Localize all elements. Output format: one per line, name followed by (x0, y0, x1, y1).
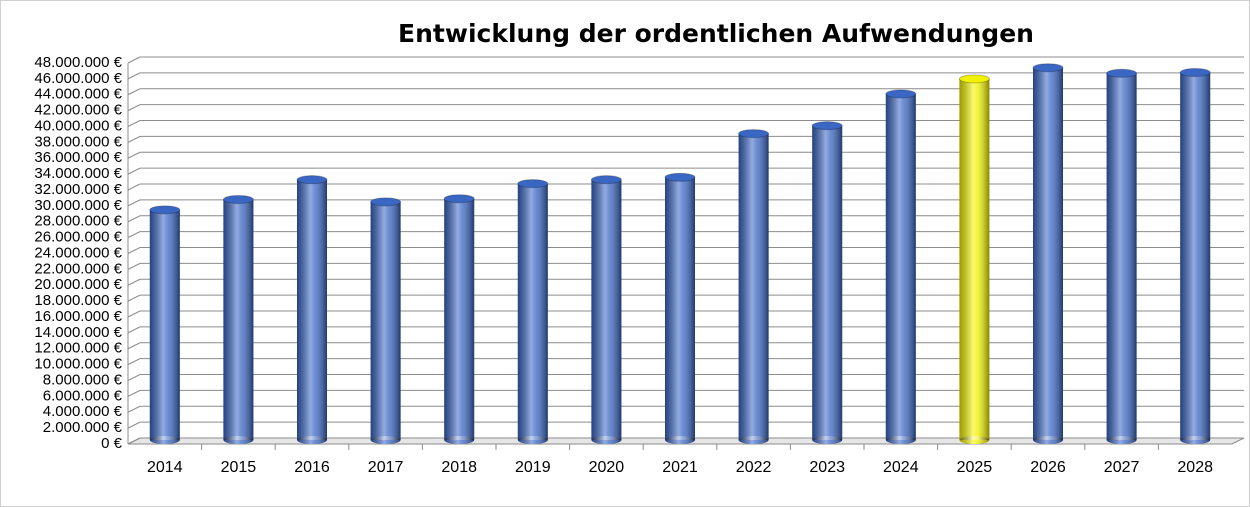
bar-shade (223, 199, 254, 440)
bar-top (1179, 67, 1211, 77)
grid-line-side (127, 278, 141, 286)
y-tick-label: 28.000.000 € (34, 213, 122, 230)
grid-line-side (127, 88, 141, 96)
grid-line-side (127, 421, 141, 429)
bar-top (1106, 68, 1138, 78)
bar-top (517, 179, 549, 189)
grid-line-side (127, 294, 141, 302)
bar-shade (517, 183, 548, 440)
grid-line-side (127, 374, 141, 381)
bar-top (958, 74, 990, 84)
bar-top (149, 205, 181, 215)
x-tick-label: 2023 (809, 459, 845, 476)
grid-line-side (127, 326, 141, 334)
grid-line-side (127, 215, 141, 223)
grid-line-side (127, 231, 141, 239)
grid-line-side (127, 183, 141, 191)
y-tick-label: 34.000.000 € (34, 165, 122, 182)
bar-shade (665, 177, 695, 441)
bar-shade (1106, 73, 1137, 440)
x-tick-label: 2025 (957, 459, 993, 476)
bar-top (443, 194, 475, 204)
bar-top (664, 172, 696, 182)
y-tick-label: 6.000.000 € (43, 387, 123, 404)
grid-line-side (127, 405, 141, 413)
x-tick-label: 2018 (441, 459, 477, 476)
bar-shade (149, 209, 180, 440)
bar-shade (959, 78, 990, 440)
grid-line-side (127, 120, 141, 127)
y-tick-label: 10.000.000 € (34, 356, 122, 373)
bar-shade (444, 198, 475, 440)
grid-line-side (127, 342, 141, 350)
y-tick-label: 26.000.000 € (34, 229, 122, 246)
y-tick-label: 0 € (101, 435, 123, 452)
grid-line-side (127, 199, 141, 207)
y-tick-label: 42.000.000 € (34, 102, 122, 119)
bar-top (738, 129, 770, 139)
grid-line-side (127, 167, 141, 175)
x-tick-label: 2014 (147, 459, 183, 476)
x-tick-label: 2026 (1030, 459, 1066, 476)
y-tick-label: 2.000.000 € (43, 419, 123, 436)
y-tick-label: 40.000.000 € (34, 117, 122, 134)
y-tick-label: 36.000.000 € (34, 149, 122, 166)
grid-line-side (127, 56, 141, 64)
bar-top (296, 175, 328, 185)
grid-line-side (127, 437, 141, 445)
bar-top (811, 121, 843, 131)
bar-shade (1033, 67, 1063, 440)
bar-shade (885, 93, 916, 441)
y-tick-label: 30.000.000 € (34, 197, 122, 214)
bar-shade (591, 179, 622, 440)
y-tick-label: 24.000.000 € (34, 244, 122, 261)
y-tick-label: 20.000.000 € (34, 276, 122, 293)
y-tick-label: 48.000.000 € (34, 54, 122, 71)
y-tick-label: 38.000.000 € (34, 133, 122, 150)
bar-top (370, 197, 402, 207)
y-tick-label: 12.000.000 € (34, 340, 122, 357)
bar-shade (297, 179, 327, 440)
y-tick-label: 4.000.000 € (43, 403, 123, 420)
grid-line-side (127, 358, 141, 366)
x-tick-label: 2020 (589, 459, 625, 476)
bar-shade (812, 125, 843, 441)
y-tick-label: 32.000.000 € (34, 181, 122, 198)
y-tick-label: 46.000.000 € (34, 70, 122, 87)
x-tick-label: 2024 (883, 459, 919, 476)
x-tick-label: 2022 (736, 459, 772, 476)
grid-line-side (127, 104, 141, 112)
grid-line-side (127, 135, 141, 143)
x-tick-label: 2027 (1104, 459, 1140, 476)
bar-shade (1180, 72, 1211, 441)
x-tick-label: 2016 (294, 459, 330, 476)
y-tick-label: 44.000.000 € (34, 86, 122, 103)
grid-line-side (127, 247, 141, 254)
bar-top (885, 89, 917, 99)
grid-line-side (127, 389, 141, 397)
grid-line-side (127, 310, 141, 318)
bar-top (1032, 63, 1064, 73)
y-tick-label: 18.000.000 € (34, 292, 122, 309)
y-tick-label: 22.000.000 € (34, 260, 122, 277)
grid-line-side (127, 262, 141, 270)
chart-title: Entwicklung der ordentlichen Aufwendunge… (398, 19, 1034, 48)
x-tick-label: 2028 (1177, 459, 1213, 476)
bar-shade (738, 133, 769, 441)
grid-line-side (127, 151, 141, 159)
x-tick-label: 2021 (662, 459, 698, 476)
bar-top (222, 194, 254, 204)
x-tick-label: 2015 (221, 459, 257, 476)
y-tick-label: 14.000.000 € (34, 324, 122, 341)
x-tick-label: 2019 (515, 459, 551, 476)
y-tick-label: 16.000.000 € (34, 308, 122, 325)
bar-shade (370, 201, 401, 440)
grid-line-side (127, 72, 141, 80)
y-tick-label: 8.000.000 € (43, 371, 123, 388)
x-tick-label: 2017 (368, 459, 404, 476)
bar-top (590, 175, 622, 185)
